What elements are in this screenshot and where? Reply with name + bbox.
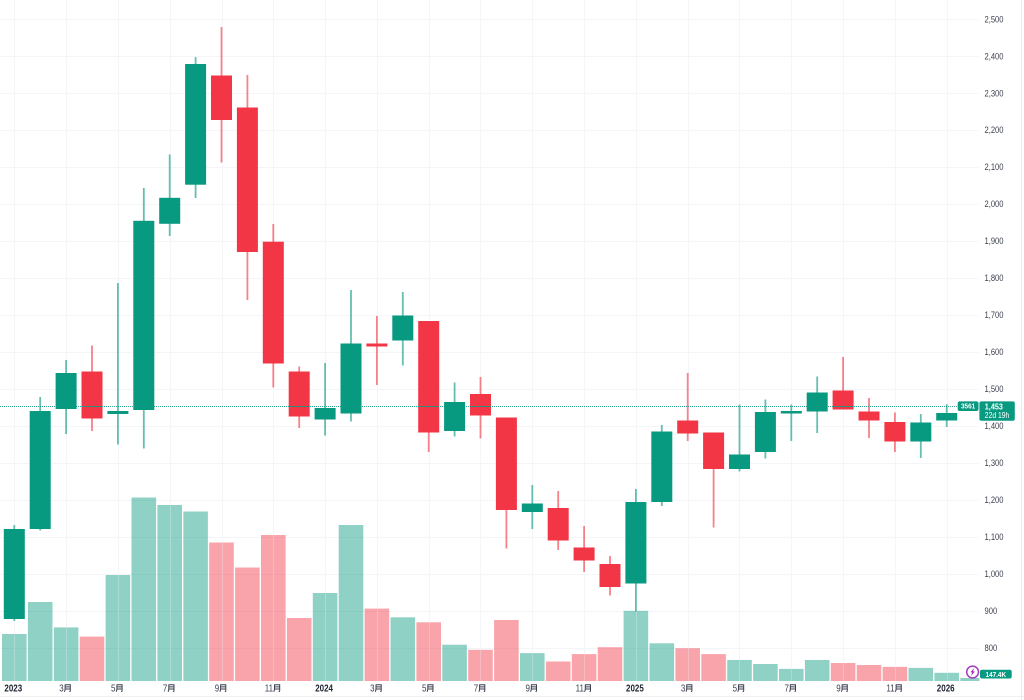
svg-text:1,500: 1,500 (985, 383, 1004, 394)
svg-text:800: 800 (985, 642, 998, 653)
svg-text:2023: 2023 (4, 683, 22, 694)
svg-text:1,200: 1,200 (985, 494, 1004, 505)
svg-text:1,453: 1,453 (985, 402, 1004, 412)
svg-text:7: 7 (784, 683, 788, 694)
svg-text:5: 5 (733, 683, 737, 694)
svg-text:2026: 2026 (937, 683, 955, 694)
svg-text:1,400: 1,400 (985, 420, 1004, 431)
svg-text:1,900: 1,900 (985, 235, 1004, 246)
svg-text:2024: 2024 (315, 683, 333, 694)
svg-text:11: 11 (265, 683, 273, 694)
svg-text:11: 11 (576, 683, 584, 694)
svg-text:3: 3 (681, 683, 685, 694)
svg-text:3561: 3561 (961, 403, 975, 411)
svg-text:2,000: 2,000 (985, 198, 1004, 209)
svg-text:900: 900 (985, 605, 998, 616)
svg-text:5: 5 (111, 683, 115, 694)
svg-text:2,300: 2,300 (985, 87, 1004, 98)
svg-text:2,100: 2,100 (985, 161, 1004, 172)
svg-text:1,800: 1,800 (985, 272, 1004, 283)
svg-text:1,300: 1,300 (985, 457, 1004, 468)
svg-text:9: 9 (836, 683, 840, 694)
svg-text:3: 3 (59, 683, 63, 694)
svg-text:11: 11 (886, 683, 894, 694)
svg-text:147.4K: 147.4K (986, 671, 1007, 679)
svg-text:2,400: 2,400 (985, 50, 1004, 61)
svg-text:1,700: 1,700 (985, 309, 1004, 320)
svg-text:1,000: 1,000 (985, 568, 1004, 579)
svg-text:2025: 2025 (626, 683, 644, 694)
svg-text:9: 9 (215, 683, 219, 694)
svg-text:1,600: 1,600 (985, 346, 1004, 357)
svg-text:9: 9 (525, 683, 529, 694)
svg-text:7: 7 (163, 683, 167, 694)
svg-text:2,500: 2,500 (985, 13, 1004, 24)
svg-text:3: 3 (370, 683, 374, 694)
svg-text:5: 5 (422, 683, 426, 694)
svg-text:22d 19h: 22d 19h (985, 411, 1010, 421)
svg-text:2,200: 2,200 (985, 124, 1004, 135)
svg-text:1,100: 1,100 (985, 531, 1004, 542)
svg-text:7: 7 (474, 683, 478, 694)
